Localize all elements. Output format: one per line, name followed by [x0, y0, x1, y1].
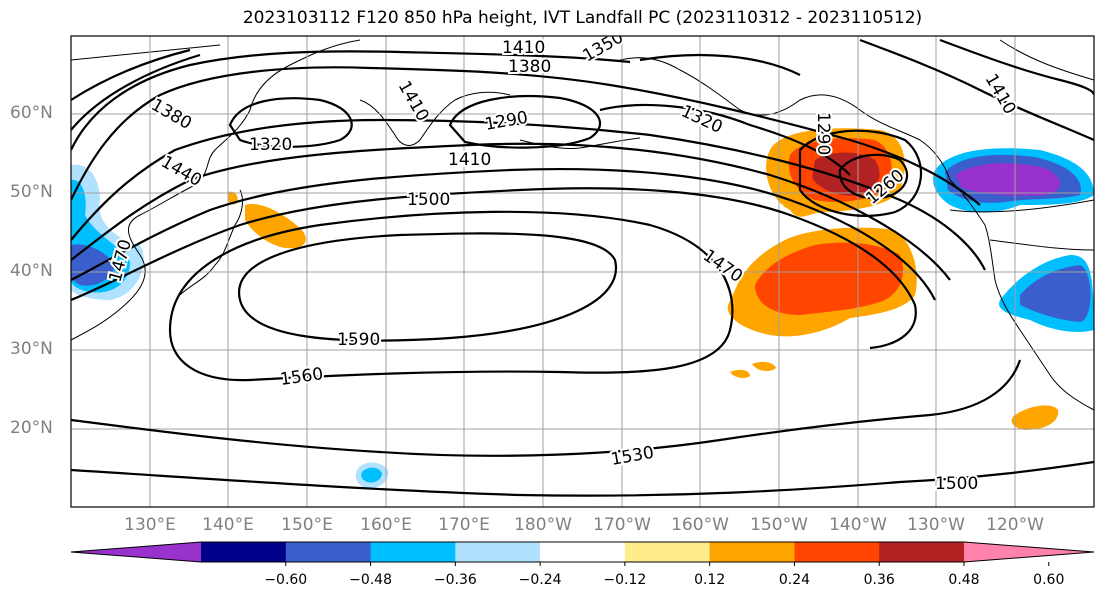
colorbar-tick-label: 0.48: [948, 572, 980, 588]
contour-label: 1410: [448, 150, 491, 170]
contour-label: 1470: [699, 246, 746, 287]
ivt-positive-region-japan: [245, 204, 306, 249]
contour-label: 1290: [813, 112, 833, 155]
gridlines: [71, 36, 1094, 507]
contour-1530: [71, 359, 1022, 457]
lon-label: 150°E: [281, 515, 333, 535]
lon-label: 130°W: [907, 515, 965, 535]
colorbar-tick-label: 0.60: [1033, 572, 1065, 588]
coastline-alaska: [619, 57, 951, 181]
coastline-japan: [179, 189, 243, 296]
contour-1380: [71, 66, 981, 206]
lon-label: 150°W: [750, 515, 808, 535]
colorbar-extension-low: [71, 542, 201, 562]
colorbar-swatch: [201, 542, 287, 562]
contour-1500-south: [71, 460, 1094, 497]
contour-1290-east: [798, 129, 923, 217]
colorbar-swatch: [794, 542, 880, 562]
contour-1590: [237, 232, 618, 342]
colorbar-outline: [70, 541, 1095, 563]
contour-1470: [71, 168, 936, 301]
lat-label-30n: 30°N: [10, 339, 53, 359]
colorbar-extension-high: [964, 542, 1094, 562]
lon-label: 160°W: [671, 515, 729, 535]
colorbar-swatch: [879, 542, 965, 562]
lat-label-20n: 20°N: [10, 418, 53, 438]
lat-label-40n: 40°N: [10, 261, 53, 281]
contour-1500: [71, 187, 917, 350]
contour-label: 1500: [407, 190, 450, 210]
contour-1320-east: [599, 103, 851, 176]
colorbar-tick-label: −0.48: [349, 572, 392, 588]
colorbar-swatch: [455, 542, 541, 562]
colorbar-tick-label: 0.24: [778, 572, 811, 588]
map-title: 2023103112 F120 850 hPa height, IVT Land…: [242, 8, 923, 28]
contour-label: 1410: [394, 78, 433, 125]
colorbar-swatch: [285, 542, 372, 562]
height-contour-layer: [71, 38, 1094, 497]
colorbar-swatch: [624, 542, 711, 562]
lon-label: 170°W: [593, 515, 651, 535]
contour-label: 1380: [508, 57, 551, 77]
colorbar-swatch: [709, 542, 795, 562]
lon-label: 160°E: [360, 515, 412, 535]
ivt-positive-region-subtropical: [1011, 405, 1059, 430]
contour-label: 1290: [483, 108, 529, 135]
contour-1410: [71, 118, 986, 271]
contour-1260: [838, 153, 909, 200]
colorbar-tick-label: 0.12: [694, 572, 726, 588]
lat-label-50n: 50°N: [10, 182, 53, 202]
colorbar-tick-label: −0.36: [433, 572, 477, 588]
colorbar-swatch: [370, 542, 456, 562]
contour-1290: [448, 95, 601, 149]
colorbar-swatch: [540, 542, 626, 562]
coastline-layer: [71, 39, 1094, 411]
lon-label: 180°W: [514, 515, 572, 535]
ivt-positive-core-pacific: [755, 242, 904, 315]
colorbar: [70, 541, 1095, 566]
contour-label: 1320: [249, 135, 292, 155]
map-frame: [70, 35, 1095, 508]
contour-1320-west: [228, 97, 353, 148]
colorbar-tick-label: −0.60: [264, 572, 308, 588]
colorbar-tick-label: −0.12: [603, 572, 647, 588]
lat-label-60n: 60°N: [10, 103, 53, 123]
coastline-asia: [71, 39, 361, 341]
contour-label: 1500: [935, 474, 978, 494]
lon-label: 120°W: [986, 515, 1044, 535]
contour-label: 1380: [148, 95, 195, 134]
contour-1350: [71, 50, 631, 151]
contour-label: 1590: [337, 330, 380, 350]
lon-label: 130°E: [124, 515, 176, 535]
colorbar-tick-label: −0.24: [518, 572, 562, 588]
contour-label: 1530: [609, 443, 655, 470]
lon-label: 140°W: [829, 515, 887, 535]
lon-label: 140°E: [202, 515, 254, 535]
coastline-north-america: [949, 179, 1094, 411]
contour-label: 1560: [279, 364, 325, 390]
contour-1560: [168, 210, 734, 382]
lon-label: 170°E: [438, 515, 490, 535]
colorbar-tick-label: 0.36: [863, 572, 895, 588]
contour-label: 1410: [502, 38, 545, 58]
